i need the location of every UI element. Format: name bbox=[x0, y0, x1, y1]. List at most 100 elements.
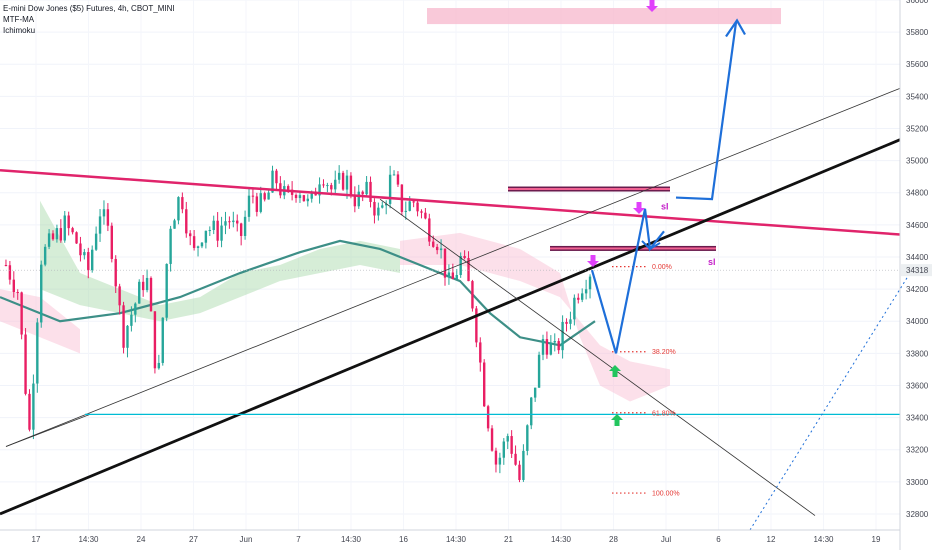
price-axis[interactable]: 32800 33000 33200 33400 33600 33800 34000 34200… bbox=[899, 0, 932, 550]
price-tick-label: 35400 bbox=[906, 92, 929, 101]
candle-body bbox=[239, 223, 243, 236]
candle-body bbox=[471, 281, 474, 309]
candle-body bbox=[75, 232, 78, 244]
candle-body bbox=[24, 334, 27, 394]
candle-body bbox=[153, 311, 157, 369]
candle-body bbox=[275, 170, 278, 184]
candle-body bbox=[63, 215, 66, 241]
symbol-title[interactable]: E-mini Dow Jones ($5) Futures, 4h, CBOT_… bbox=[3, 4, 175, 13]
time-tick-label: 17 bbox=[32, 535, 41, 544]
candle-body bbox=[87, 252, 90, 271]
candle-body bbox=[514, 453, 517, 465]
support-up-arrow bbox=[614, 420, 620, 426]
candle-body bbox=[537, 354, 541, 388]
candle-body bbox=[185, 209, 188, 234]
candle-body bbox=[243, 216, 247, 236]
candle-body bbox=[40, 264, 43, 323]
candle-body bbox=[251, 195, 255, 197]
candle-body bbox=[161, 317, 164, 363]
candle-body bbox=[396, 174, 400, 185]
time-axis[interactable]: 17 14:30 24 27 Jun 7 14:30 16 14:30 21 14:30 28 Jul 6… bbox=[0, 529, 900, 544]
candle-body bbox=[408, 201, 411, 211]
indicator-ichimoku[interactable]: Ichimoku bbox=[3, 26, 36, 35]
candle-body bbox=[334, 179, 337, 190]
price-tick-label: 35600 bbox=[906, 60, 929, 69]
candles bbox=[4, 165, 592, 483]
target-zone bbox=[427, 8, 781, 25]
black-uptrend-line bbox=[0, 138, 901, 516]
candle-body bbox=[455, 275, 458, 280]
candle-body bbox=[561, 321, 564, 351]
candle-body bbox=[502, 441, 505, 458]
candle-body bbox=[16, 291, 19, 293]
candle-body bbox=[59, 228, 63, 241]
resistance-zone-upper-fill bbox=[508, 188, 670, 191]
candle-body bbox=[102, 209, 106, 217]
candle-body bbox=[475, 308, 478, 343]
candle-body bbox=[565, 321, 568, 324]
candle-body bbox=[569, 319, 572, 324]
price-tick-label: 33200 bbox=[906, 446, 929, 455]
time-tick-label: 6 bbox=[716, 535, 721, 544]
candle-body bbox=[55, 228, 59, 240]
lower-down-arrow bbox=[587, 261, 599, 267]
price-tick-label: 32800 bbox=[906, 510, 929, 519]
time-tick-label: 14:30 bbox=[813, 535, 834, 544]
candle-body bbox=[443, 248, 447, 278]
sl-label-lower: sl bbox=[708, 257, 716, 267]
candle-body bbox=[526, 425, 529, 451]
price-tick-label: 33600 bbox=[906, 381, 929, 390]
fib-label: 0.00% bbox=[652, 264, 672, 271]
candle-body bbox=[232, 220, 235, 223]
candle-body bbox=[549, 342, 553, 355]
sl-label-upper: sl bbox=[661, 202, 669, 212]
last-price-label: 34318 bbox=[906, 266, 929, 275]
candle-body bbox=[36, 322, 39, 384]
candle-body bbox=[208, 230, 211, 232]
channel-top-line bbox=[5, 87, 901, 447]
chart-legend: E-mini Dow Jones ($5) Futures, 4h, CBOT_… bbox=[3, 3, 175, 36]
candle-body bbox=[165, 263, 168, 318]
candle-body bbox=[577, 297, 580, 300]
candle-body bbox=[114, 258, 117, 287]
time-tick-label: 28 bbox=[609, 535, 618, 544]
indicator-mtf-ma[interactable]: MTF-MA bbox=[3, 15, 35, 24]
candle-body bbox=[530, 397, 533, 426]
fib-label: 61.80% bbox=[652, 410, 676, 417]
candle-body bbox=[447, 272, 451, 278]
candle-body bbox=[385, 203, 388, 206]
candle-body bbox=[412, 201, 415, 203]
price-tick-label: 33400 bbox=[906, 414, 929, 423]
candle-body bbox=[67, 215, 70, 229]
pink-downtrend-line bbox=[0, 168, 901, 236]
candle-body bbox=[110, 225, 113, 259]
price-tick-label: 35200 bbox=[906, 124, 929, 133]
price-tick-label: 34800 bbox=[906, 189, 929, 198]
projection-arrowhead bbox=[725, 18, 746, 38]
candle-body bbox=[169, 228, 172, 264]
candle-body bbox=[435, 246, 439, 251]
candle-body bbox=[32, 383, 35, 430]
fib-levels: 0.00% 38.20% 61.80% 100.00% bbox=[612, 264, 680, 498]
price-tick-label: 35800 bbox=[906, 28, 929, 37]
candle-body bbox=[388, 174, 392, 204]
candle-body bbox=[498, 457, 502, 465]
time-tick-label: 24 bbox=[137, 535, 146, 544]
candle-body bbox=[298, 195, 302, 199]
candle-body bbox=[451, 272, 455, 280]
candle-body bbox=[4, 265, 8, 266]
candle-body bbox=[236, 220, 239, 224]
candle-body bbox=[357, 191, 360, 207]
price-tick-label: 35000 bbox=[906, 157, 929, 166]
candle-body bbox=[302, 195, 306, 202]
candle-body bbox=[341, 172, 345, 190]
candle-body bbox=[157, 362, 161, 369]
candle-body bbox=[553, 341, 556, 343]
candle-body bbox=[216, 220, 219, 241]
markers bbox=[587, 0, 658, 426]
fib-up-arrow bbox=[612, 371, 618, 377]
time-tick-label: 14:30 bbox=[446, 535, 467, 544]
candle-body bbox=[361, 191, 364, 195]
candle-body bbox=[349, 175, 353, 196]
